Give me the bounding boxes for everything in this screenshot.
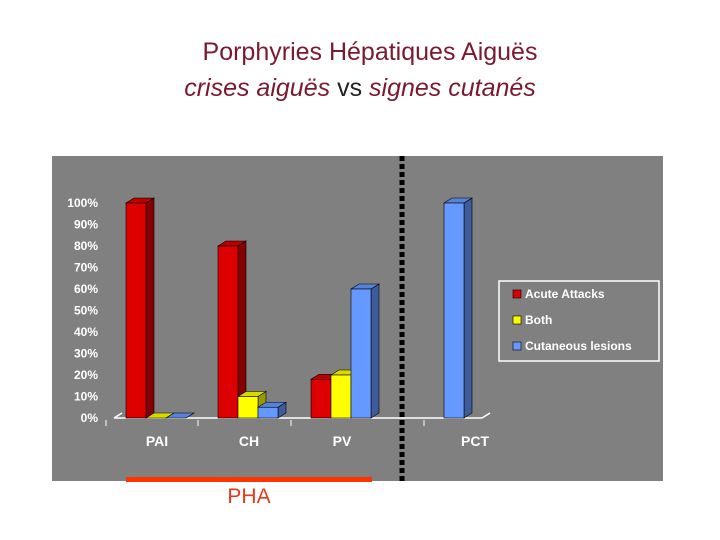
bar-ch-cutaneous-lesions [257, 406, 279, 419]
bar-pv-cutaneous-lesions [350, 288, 372, 419]
legend-swatch [512, 289, 522, 299]
x-tick-label: PCT [461, 433, 489, 449]
bar-ch-both [237, 396, 259, 419]
y-tick-label: 40% [74, 325, 98, 339]
title-part-cutaneous: signes cutanés [369, 74, 536, 102]
y-tick-label: 20% [74, 368, 98, 382]
legend-swatch [512, 315, 522, 325]
pha-group-label: PHA [227, 485, 271, 508]
legend-label: Acute Attacks [525, 287, 605, 301]
y-tick-label: 50% [74, 304, 98, 318]
legend-label: Cutaneous lesions [525, 339, 632, 353]
pha-group-bracket [126, 477, 372, 482]
y-tick-label: 100% [67, 196, 98, 210]
bar-pct-cutaneous-lesions-side [463, 197, 473, 419]
bar-pai-acute-attacks-side [145, 197, 155, 419]
axis-floor-left [113, 412, 123, 419]
legend-swatch [512, 341, 522, 351]
legend-label: Both [525, 313, 552, 327]
bar-pai-cutaneous-lesions-top [164, 412, 196, 419]
bar-pv-cutaneous-lesions-side [370, 283, 380, 419]
y-tick-label: 90% [74, 218, 98, 232]
bar-pai-acute-attacks [125, 202, 147, 419]
x-tick-label: PV [333, 433, 352, 449]
x-tick-label: CH [239, 433, 259, 449]
y-tick-label: 10% [74, 390, 98, 404]
legend-box [498, 280, 660, 362]
bar-pv-acute-attacks [310, 379, 332, 419]
y-tick-label: 80% [74, 239, 98, 253]
y-tick-label: 0% [81, 411, 99, 425]
x-tick-label: PAI [146, 433, 168, 449]
y-tick-label: 60% [74, 282, 98, 296]
title-vs: vs [337, 74, 363, 102]
chart-title-line-2: crises aiguës vs signes cutanés [0, 74, 720, 103]
bar-ch-acute-attacks-side [237, 240, 247, 419]
chart-title-line-1: Porphyries Hépatiques Aiguës [202, 38, 538, 66]
bar-ch-acute-attacks [217, 245, 239, 419]
axis-floor-right [481, 412, 491, 419]
bar-pv-both [330, 374, 352, 419]
y-tick-label: 70% [74, 261, 98, 275]
y-tick-label: 30% [74, 347, 98, 361]
bar-pct-cutaneous-lesions [443, 202, 465, 419]
title-part-acute: crises aiguës [184, 74, 331, 102]
bar-chart: 0% 10% 20% 30% 40% 50% 60% 70% 80% 90% 100% PAI CH PV… [67, 156, 660, 481]
